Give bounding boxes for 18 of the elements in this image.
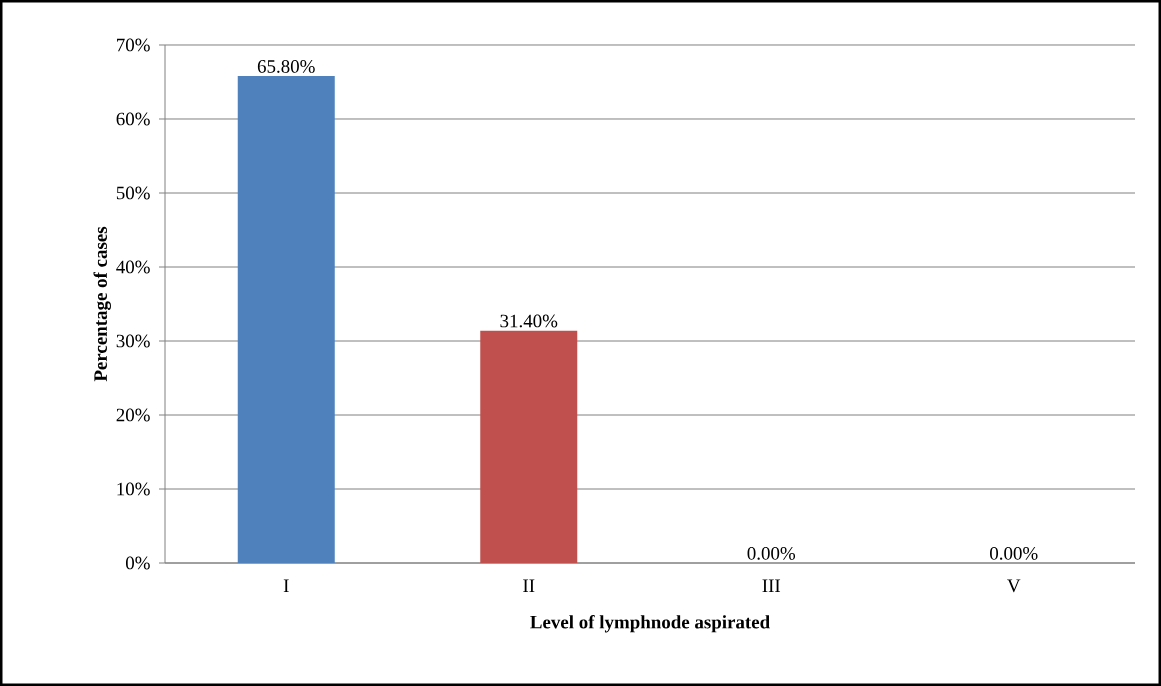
y-tick-label: 0%	[125, 556, 150, 570]
y-axis-title: Percentage of cases	[93, 226, 111, 382]
data-label: 0.00%	[990, 546, 1038, 560]
y-tick-label: 40%	[116, 260, 150, 274]
data-label: 31.40%	[500, 314, 558, 328]
y-tick-label: 20%	[116, 408, 150, 422]
y-tick-label: 60%	[116, 112, 150, 126]
x-tick-label: V	[1007, 579, 1021, 593]
y-tick-label: 30%	[116, 334, 150, 348]
y-tick-label: 70%	[117, 38, 150, 52]
data-label: 65.80%	[257, 60, 315, 73]
x-tick-label: I	[283, 579, 289, 592]
y-tick-label: 10%	[117, 482, 150, 496]
data-label: 0.00%	[747, 546, 796, 560]
x-tick-label: III	[762, 579, 781, 592]
y-tick-label: 50%	[116, 186, 150, 200]
x-tick-label: II	[523, 579, 535, 592]
x-axis-title: Level of lymphnode aspirated	[530, 615, 770, 633]
